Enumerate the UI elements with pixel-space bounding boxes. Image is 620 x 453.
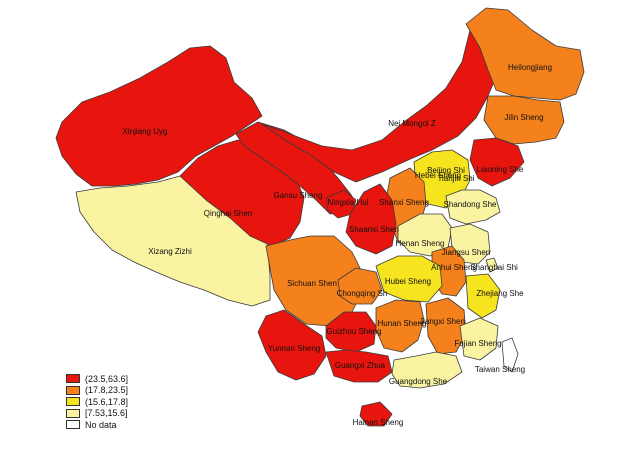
legend-item-2: (17.8,23.5] [66, 385, 128, 397]
region-jiangxi[interactable] [425, 297, 467, 355]
legend-item-3: (15.6,17.8] [66, 396, 128, 408]
region-label-hubei: Hubei Sheng [385, 277, 431, 286]
region-label-hainan: Hainan Sheng [353, 418, 404, 427]
region-label-shanxi: Shanxi Sheng [379, 198, 429, 207]
legend-swatch-4 [66, 408, 80, 418]
region-label-henan: Henan Sheng [396, 239, 445, 248]
legend-item-5: No data [66, 419, 128, 431]
region-label-tianjin: Tianjin Shi [437, 174, 474, 183]
region-hunan[interactable] [375, 299, 425, 353]
region-label-jiangxi: Jiangxi Shen [419, 317, 465, 326]
region-zhejiang[interactable] [465, 273, 501, 319]
regions-layer [55, 7, 585, 427]
region-label-hebei: Hebei Sheng [415, 171, 461, 180]
region-jilin[interactable] [483, 95, 565, 145]
region-label-ningxia: Ningxia Hui [328, 198, 369, 207]
region-label-zhejiang: Zhejiang She [476, 289, 524, 298]
region-guangdong[interactable] [391, 351, 463, 389]
region-heilongjiang[interactable] [465, 7, 585, 101]
region-label-shaanxi: Shaanxi Shen [349, 225, 399, 234]
legend-swatch-5 [66, 420, 80, 430]
legend-swatch-2 [66, 385, 80, 395]
region-label-shandong: Shandong She [444, 200, 497, 209]
region-label-jilin: Jilin Sheng [504, 113, 543, 122]
region-shaanxi[interactable] [345, 183, 397, 255]
region-qinghai[interactable] [179, 139, 305, 247]
region-label-qinghai: Qinghai Shen [204, 209, 252, 218]
region-label-sichuan: Sichuan Shen [287, 279, 337, 288]
region-liaoning[interactable] [469, 137, 525, 187]
region-guizhou[interactable] [325, 311, 377, 353]
region-label-guangdong: Guangdong She [389, 377, 448, 386]
region-label-shanghai: Shanghai Shi [470, 263, 518, 272]
legend-label-1: (23.5,63.6] [85, 373, 129, 384]
region-shandong[interactable] [445, 189, 501, 225]
region-label-fujian: Fujian Sheng [454, 339, 501, 348]
legend-label-3: (15.6,17.8] [85, 396, 129, 407]
region-label-xizang: Xizang Zizhi [148, 247, 192, 256]
region-sichuan[interactable] [265, 235, 363, 327]
region-label-taiwan: Taiwan Sheng [475, 365, 525, 374]
region-fujian[interactable] [459, 317, 499, 361]
region-label-guizhou: Guizhou Sheng [326, 327, 381, 336]
region-label-neimenggu: Nei Mongol Z [388, 119, 436, 128]
legend-item-1: (23.5,63.6] [66, 373, 128, 385]
region-label-guangxi: Guangxi Zhua [335, 361, 386, 370]
region-xinjiang[interactable] [55, 45, 263, 187]
legend-swatch-3 [66, 397, 80, 407]
legend-swatch-1 [66, 374, 80, 384]
region-taiwan[interactable] [501, 337, 519, 373]
region-label-chongqing: Chongqing Sh [337, 289, 388, 298]
region-label-heilongjiang: Heilongjiang [508, 63, 552, 72]
legend-label-4: [7.53,15.6] [85, 408, 128, 419]
region-label-hunan: Hunan Sheng [378, 319, 427, 328]
region-shanghai[interactable] [485, 257, 499, 273]
region-yunnan[interactable] [257, 309, 327, 381]
region-label-liaoning: Liaoning She [477, 165, 524, 174]
region-label-beijing: Beijing Shi [427, 166, 465, 175]
region-label-yunnan: Yunnan Sheng [268, 344, 321, 353]
region-hainan[interactable] [359, 401, 393, 427]
region-label-gansu: Gansu Sheng [274, 191, 323, 200]
legend-item-4: [7.53,15.6] [66, 408, 128, 420]
region-label-xinjiang: Xinjiang Uyg [123, 127, 168, 136]
labels-layer: Xinjiang Uyg Xizang Zizhi Qinghai Shen Gans… [123, 63, 552, 427]
region-label-jiangsu: Jiangsu Shen [442, 248, 490, 257]
region-chongqing[interactable] [337, 267, 383, 305]
region-hubei[interactable] [375, 255, 443, 303]
legend-label-5: No data [85, 419, 117, 430]
legend: (23.5,63.6] (17.8,23.5] (15.6,17.8] [7.5… [66, 373, 128, 431]
legend-label-2: (17.8,23.5] [85, 385, 129, 396]
region-label-anhui: Anhui Sheng [431, 263, 477, 272]
